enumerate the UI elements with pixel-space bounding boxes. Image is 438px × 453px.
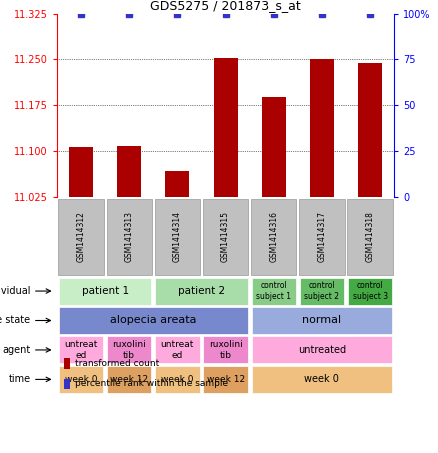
Bar (155, 337, 200, 363)
Text: ruxolini
tib: ruxolini tib (112, 340, 146, 360)
Text: normal: normal (302, 315, 342, 326)
Text: alopecia areata: alopecia areata (110, 315, 197, 326)
Text: GSM1414313: GSM1414313 (125, 211, 134, 262)
Bar (64, 379, 71, 389)
Title: GDS5275 / 201873_s_at: GDS5275 / 201873_s_at (150, 0, 301, 12)
Bar (251, 307, 392, 334)
Bar (107, 366, 152, 393)
Bar (155, 278, 248, 304)
Bar (59, 366, 103, 393)
Bar (299, 199, 345, 275)
Text: week 0: week 0 (304, 374, 339, 385)
Text: patient 2: patient 2 (178, 286, 225, 296)
Text: GSM1414318: GSM1414318 (366, 211, 374, 262)
Text: individual: individual (0, 286, 31, 296)
Text: GSM1414315: GSM1414315 (221, 211, 230, 262)
Text: GSM1414312: GSM1414312 (77, 211, 85, 262)
Bar (64, 358, 71, 369)
Bar (310, 59, 334, 197)
Bar (106, 199, 152, 275)
Text: week 12: week 12 (110, 375, 148, 384)
Bar (107, 337, 152, 363)
Bar (58, 199, 104, 275)
Bar (117, 146, 141, 197)
Text: week 0: week 0 (161, 375, 194, 384)
Text: GSM1414316: GSM1414316 (269, 211, 278, 262)
Bar (251, 337, 392, 363)
Bar (59, 307, 248, 334)
Bar (155, 366, 200, 393)
Bar (348, 278, 392, 304)
Text: agent: agent (2, 345, 31, 355)
Text: untreat
ed: untreat ed (161, 340, 194, 360)
Text: disease state: disease state (0, 315, 31, 326)
Bar (347, 199, 393, 275)
Bar (59, 337, 103, 363)
Text: GSM1414317: GSM1414317 (318, 211, 326, 262)
Bar (203, 366, 248, 393)
Bar (261, 97, 286, 197)
Bar (155, 199, 200, 275)
Bar (300, 278, 344, 304)
Bar (251, 278, 296, 304)
Bar (251, 366, 392, 393)
Bar (251, 199, 297, 275)
Bar (358, 63, 382, 197)
Bar (203, 199, 248, 275)
Text: week 0: week 0 (65, 375, 97, 384)
Text: untreated: untreated (298, 345, 346, 355)
Bar (203, 337, 248, 363)
Bar (69, 147, 93, 197)
Bar (165, 171, 189, 197)
Text: percentile rank within the sample: percentile rank within the sample (75, 380, 229, 388)
Text: patient 1: patient 1 (81, 286, 129, 296)
Text: time: time (8, 374, 31, 385)
Text: control
subject 1: control subject 1 (256, 281, 291, 301)
Bar (59, 278, 152, 304)
Bar (213, 58, 237, 197)
Text: ruxolini
tib: ruxolini tib (208, 340, 243, 360)
Text: untreat
ed: untreat ed (64, 340, 98, 360)
Text: control
subject 2: control subject 2 (304, 281, 339, 301)
Text: control
subject 3: control subject 3 (353, 281, 388, 301)
Text: transformed count: transformed count (75, 359, 160, 368)
Text: GSM1414314: GSM1414314 (173, 211, 182, 262)
Text: week 12: week 12 (206, 375, 245, 384)
